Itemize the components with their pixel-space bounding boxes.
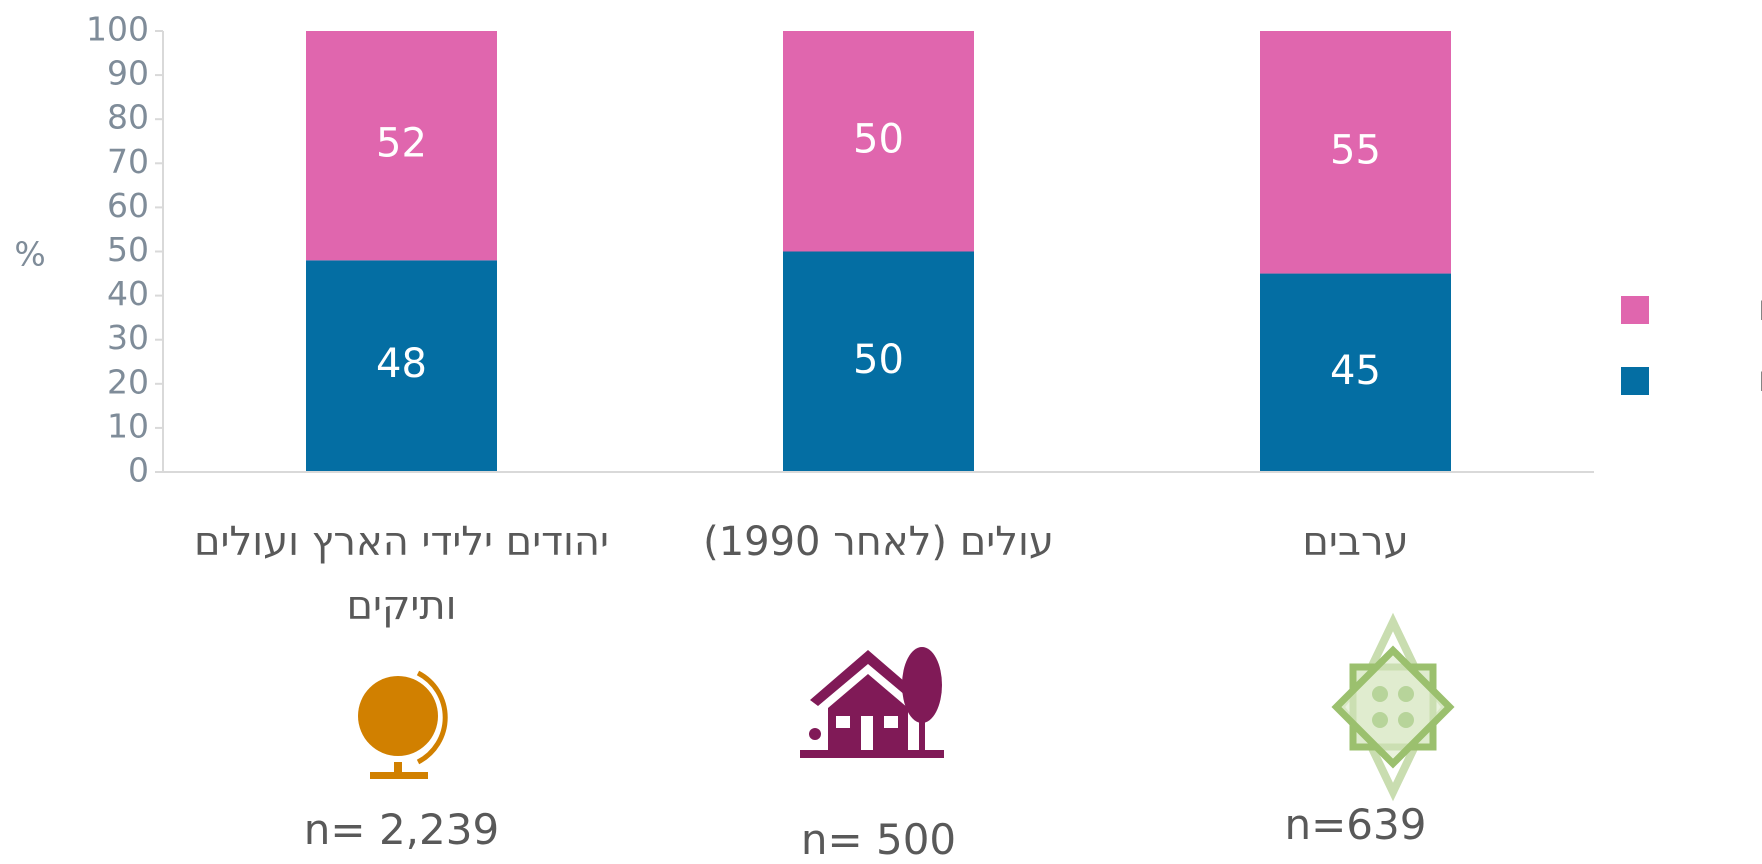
x-tick-label: יהודים ילידי הארץ ועולים ותיקים bbox=[194, 519, 609, 629]
globe-icon bbox=[358, 670, 448, 779]
bar-segment bbox=[306, 31, 497, 261]
legend-label: נשים bbox=[1758, 288, 1762, 329]
data-label: 52 bbox=[376, 121, 427, 167]
bar-segment bbox=[783, 251, 974, 472]
y-axis-label: % bbox=[14, 235, 45, 274]
legend-swatch bbox=[1621, 367, 1649, 395]
y-tick-label: 50 bbox=[107, 230, 149, 269]
bar-segment bbox=[1260, 273, 1451, 472]
data-label: 55 bbox=[1330, 127, 1381, 173]
x-tick-label: ערבים bbox=[1302, 519, 1409, 565]
y-tick-label: 0 bbox=[128, 451, 149, 490]
house-icon bbox=[800, 647, 944, 758]
data-label: 50 bbox=[853, 116, 904, 162]
x-tick-label: עולים (לאחר 1990) bbox=[703, 519, 1054, 565]
y-tick-label: 70 bbox=[107, 142, 149, 181]
data-label: 48 bbox=[376, 341, 427, 387]
bar-segment bbox=[1260, 31, 1451, 274]
legend-swatch bbox=[1621, 296, 1649, 324]
y-tick-label: 20 bbox=[107, 362, 149, 401]
data-label: 45 bbox=[1330, 348, 1381, 394]
y-tick-label: 60 bbox=[107, 186, 149, 225]
y-tick-label: 40 bbox=[107, 274, 149, 313]
y-tick-label: 90 bbox=[107, 54, 149, 93]
data-label: 50 bbox=[853, 337, 904, 383]
sample-size: n= 2,239 bbox=[303, 805, 500, 854]
star-icon bbox=[1331, 612, 1455, 802]
bar-segment bbox=[306, 260, 497, 472]
y-tick-label: 30 bbox=[107, 318, 149, 357]
bar-segment bbox=[783, 31, 974, 252]
legend-label: גברים bbox=[1758, 359, 1762, 400]
y-tick-label: 100 bbox=[86, 10, 149, 49]
y-tick-label: 80 bbox=[107, 98, 149, 137]
y-tick-label: 10 bbox=[107, 406, 149, 445]
sample-size: n= 500 bbox=[800, 815, 957, 864]
sample-size: n=639 bbox=[1284, 800, 1427, 849]
